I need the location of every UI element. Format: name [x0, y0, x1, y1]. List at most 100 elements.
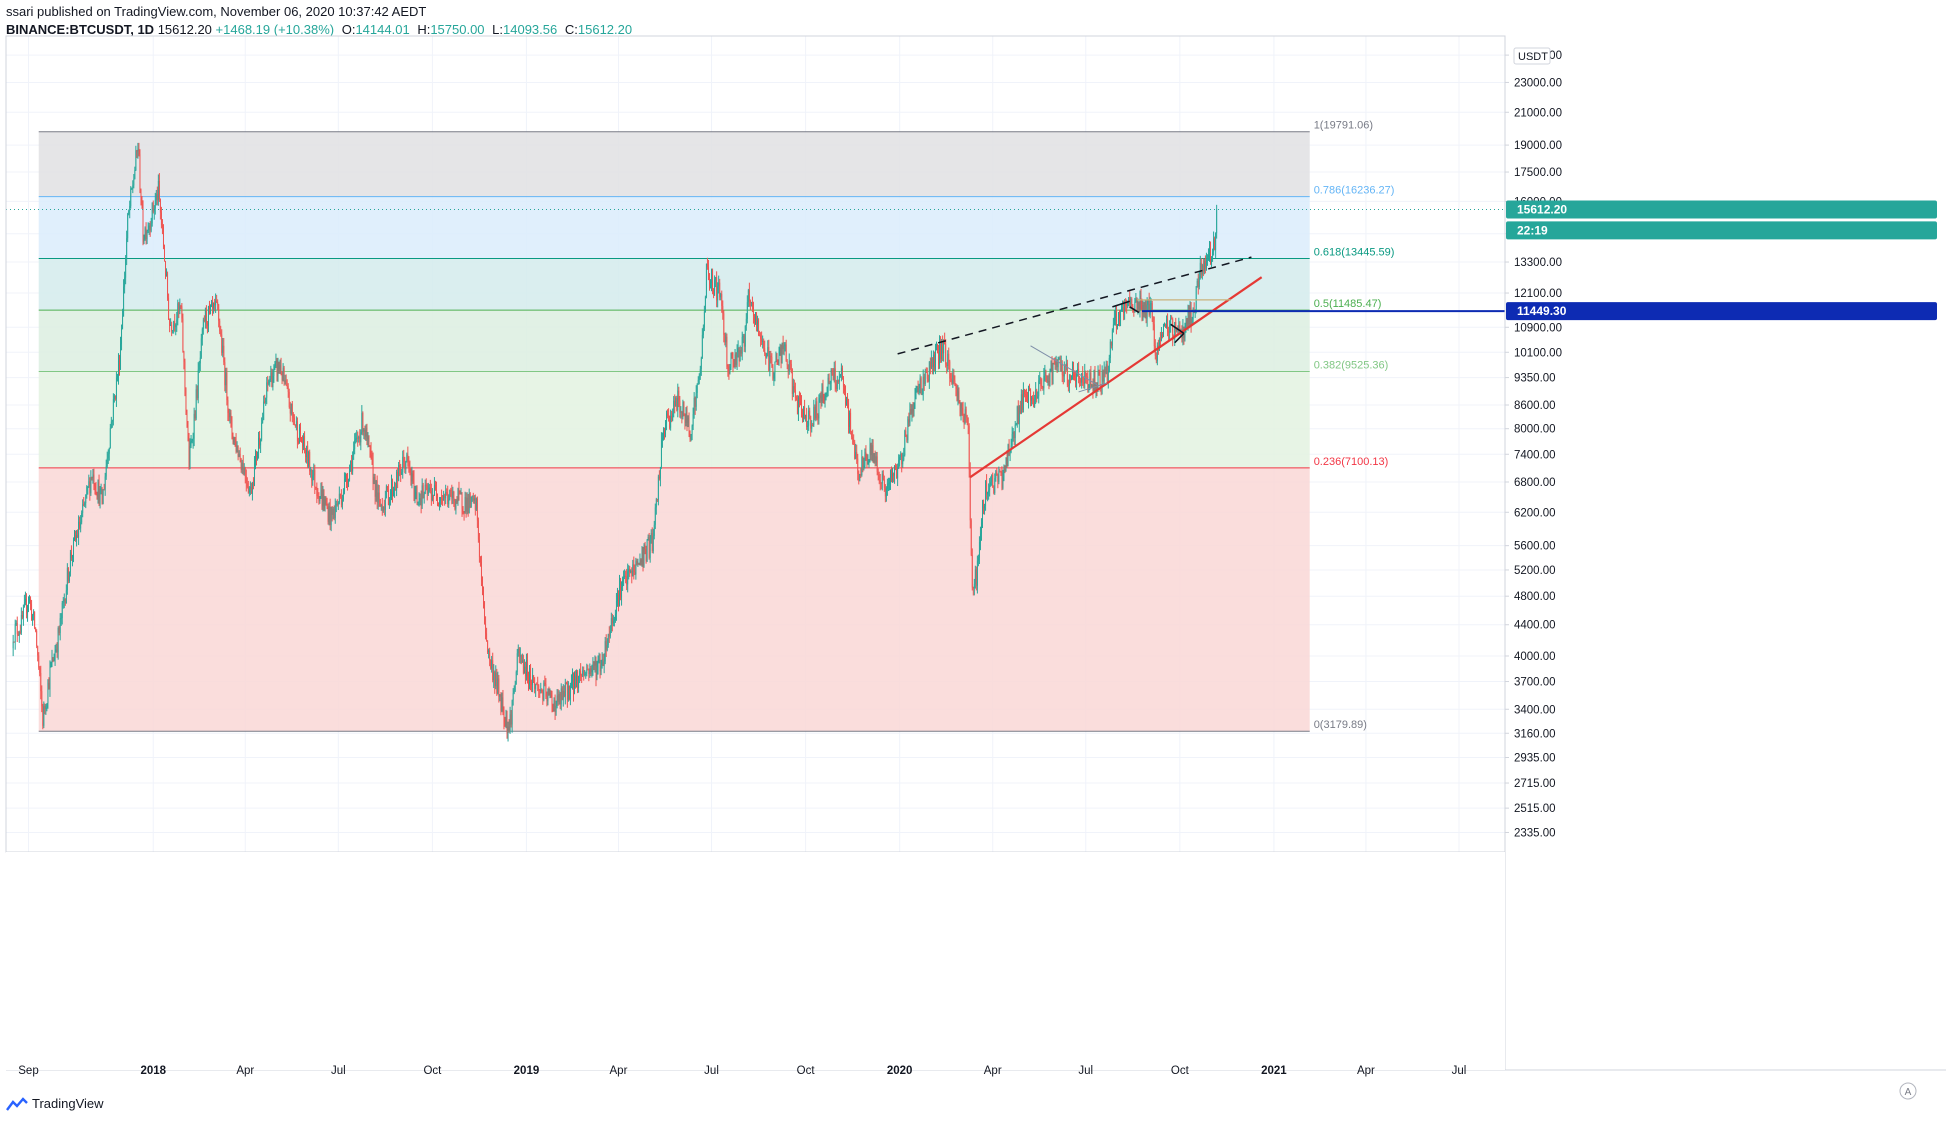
candle-body — [914, 392, 916, 407]
candle — [519, 647, 521, 664]
candle — [970, 518, 972, 557]
candle-body — [42, 706, 44, 726]
candle-body — [294, 424, 296, 426]
candle-body — [724, 334, 726, 343]
last-price: 15612.20 — [157, 22, 212, 37]
candle-body — [154, 199, 156, 209]
candle-body — [622, 580, 624, 587]
candle-body — [1127, 302, 1129, 307]
candle-body — [13, 641, 15, 643]
candle — [759, 330, 761, 337]
candle — [678, 386, 680, 408]
candle — [978, 536, 980, 565]
candle — [112, 393, 114, 426]
candle — [446, 488, 448, 496]
candle — [508, 719, 510, 733]
candle — [712, 268, 714, 295]
candle — [700, 356, 702, 376]
candle — [744, 325, 746, 353]
candle-body — [1068, 379, 1070, 386]
symbol-label[interactable]: BINANCE:BTCUSDT, 1D — [6, 22, 155, 37]
candle — [38, 652, 40, 670]
candle-body — [561, 688, 563, 700]
candle-body — [853, 438, 855, 443]
footer-brand[interactable]: TradingView — [6, 1096, 104, 1111]
candle — [1216, 204, 1218, 239]
candle — [590, 665, 592, 677]
candle — [236, 441, 238, 453]
candle-body — [333, 508, 335, 519]
candle — [761, 331, 763, 345]
candle — [432, 494, 434, 504]
candle-body — [63, 599, 65, 602]
candle — [372, 452, 374, 491]
candle-body — [365, 427, 367, 437]
candle-body — [317, 495, 319, 497]
candle-body — [775, 354, 777, 362]
candle — [207, 305, 209, 333]
candle-body — [887, 483, 889, 485]
candle — [1026, 391, 1028, 404]
candle-body — [751, 302, 753, 308]
candle-body — [229, 412, 231, 418]
candle — [441, 489, 443, 505]
candle-body — [773, 373, 775, 379]
candle-body — [194, 413, 196, 419]
price-tick-label: 2515.00 — [1514, 803, 1556, 815]
candle — [838, 371, 840, 390]
candle — [271, 368, 273, 388]
candle — [361, 405, 363, 435]
candle — [991, 474, 993, 486]
candle — [305, 447, 307, 463]
candle — [591, 664, 593, 678]
price-tick-label: 3160.00 — [1514, 728, 1556, 740]
candle — [958, 387, 960, 404]
candle-body — [583, 670, 585, 675]
candle-body — [83, 504, 85, 506]
candle-body — [91, 477, 93, 479]
candle-body — [1155, 355, 1157, 361]
candle — [587, 664, 589, 671]
candle-body — [717, 286, 719, 301]
candle-body — [970, 520, 972, 555]
candle-body — [785, 344, 787, 362]
candle-body — [532, 675, 534, 686]
candle — [1015, 422, 1017, 426]
price-axis-badge: 15612.20 — [1506, 200, 1937, 219]
candle-body — [722, 305, 724, 314]
candle — [44, 703, 46, 715]
candle — [752, 301, 754, 324]
candle-body — [1140, 295, 1142, 303]
candle-body — [290, 403, 292, 414]
candle — [614, 609, 616, 623]
candle-body — [166, 273, 167, 277]
candle-body — [150, 223, 152, 231]
candle — [1138, 301, 1140, 313]
candle — [1208, 240, 1210, 262]
candle — [722, 300, 724, 320]
candle-body — [609, 630, 611, 637]
candle — [403, 449, 405, 468]
candle-body — [26, 598, 27, 614]
candle — [1116, 324, 1118, 330]
candle — [784, 342, 786, 352]
candle-body — [653, 524, 655, 536]
candle — [969, 462, 971, 529]
candle-body — [357, 437, 359, 439]
candle-body — [633, 564, 635, 573]
candle — [522, 654, 524, 675]
candle-body — [1091, 385, 1093, 388]
candle — [202, 317, 204, 335]
candle — [498, 674, 500, 703]
candle-body — [107, 453, 109, 459]
candle — [1171, 315, 1173, 320]
candle — [844, 385, 846, 408]
candle-body — [430, 491, 432, 501]
candle — [813, 399, 815, 428]
candle-body — [286, 385, 288, 387]
candle — [442, 495, 444, 506]
candle — [797, 395, 799, 421]
candle — [251, 481, 253, 501]
candle — [496, 668, 498, 696]
